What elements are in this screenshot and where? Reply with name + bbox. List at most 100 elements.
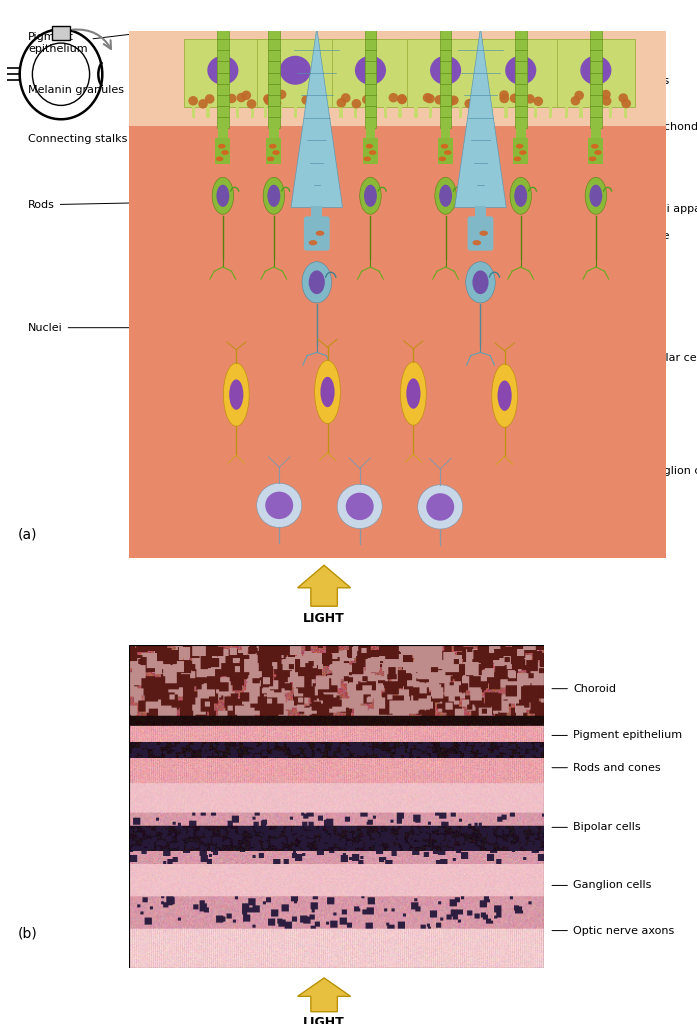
FancyArrowPatch shape xyxy=(72,30,111,49)
Bar xyxy=(595,104,597,118)
Bar xyxy=(383,104,387,118)
FancyBboxPatch shape xyxy=(557,39,634,108)
Circle shape xyxy=(427,494,454,520)
Text: (b): (b) xyxy=(17,927,37,941)
Ellipse shape xyxy=(595,151,602,155)
Circle shape xyxy=(533,96,543,106)
Bar xyxy=(192,104,195,118)
Circle shape xyxy=(241,90,251,100)
Circle shape xyxy=(425,94,435,103)
Text: Rods and cones: Rods and cones xyxy=(552,763,661,773)
Circle shape xyxy=(236,93,246,102)
Ellipse shape xyxy=(585,177,606,214)
Bar xyxy=(591,126,601,138)
Ellipse shape xyxy=(516,143,523,148)
Text: Melanin granules: Melanin granules xyxy=(28,85,140,95)
Ellipse shape xyxy=(439,184,452,207)
Polygon shape xyxy=(454,28,506,208)
Circle shape xyxy=(247,99,256,109)
Circle shape xyxy=(341,93,351,102)
Bar xyxy=(459,104,462,118)
Ellipse shape xyxy=(314,360,340,424)
Circle shape xyxy=(418,484,463,529)
Circle shape xyxy=(464,99,474,109)
Bar xyxy=(366,126,375,138)
Bar xyxy=(206,104,210,118)
Ellipse shape xyxy=(316,230,324,236)
Ellipse shape xyxy=(406,378,420,409)
Circle shape xyxy=(272,98,282,108)
Ellipse shape xyxy=(207,55,238,85)
Ellipse shape xyxy=(590,184,602,207)
Circle shape xyxy=(516,97,525,108)
Text: Ganglion cells: Ganglion cells xyxy=(552,881,651,891)
Circle shape xyxy=(227,94,236,103)
FancyBboxPatch shape xyxy=(515,28,527,128)
Circle shape xyxy=(571,96,581,105)
FancyBboxPatch shape xyxy=(438,138,453,164)
Circle shape xyxy=(337,484,382,528)
FancyBboxPatch shape xyxy=(440,28,452,128)
Circle shape xyxy=(263,94,273,103)
Ellipse shape xyxy=(369,151,376,155)
FancyBboxPatch shape xyxy=(266,138,282,164)
Circle shape xyxy=(525,94,535,103)
Bar xyxy=(473,104,477,118)
Text: Connecting stalks: Connecting stalks xyxy=(28,134,140,144)
Ellipse shape xyxy=(302,262,332,303)
Bar xyxy=(505,104,507,118)
Circle shape xyxy=(317,99,326,109)
Circle shape xyxy=(388,93,398,102)
Ellipse shape xyxy=(438,157,446,161)
Bar xyxy=(441,126,450,138)
Text: Cone: Cone xyxy=(546,230,670,241)
Ellipse shape xyxy=(480,230,488,236)
Circle shape xyxy=(301,95,311,104)
FancyBboxPatch shape xyxy=(590,28,602,128)
Ellipse shape xyxy=(263,177,284,214)
Circle shape xyxy=(264,96,274,105)
Circle shape xyxy=(337,98,346,108)
FancyBboxPatch shape xyxy=(332,39,409,108)
Ellipse shape xyxy=(473,270,489,294)
Circle shape xyxy=(445,97,455,106)
Ellipse shape xyxy=(229,380,243,410)
FancyArrow shape xyxy=(298,565,351,606)
FancyBboxPatch shape xyxy=(215,138,231,164)
Text: Pigment epithelium: Pigment epithelium xyxy=(552,730,682,740)
Circle shape xyxy=(574,91,584,100)
Circle shape xyxy=(499,90,509,99)
Circle shape xyxy=(188,96,198,105)
Circle shape xyxy=(594,92,604,101)
Bar xyxy=(129,31,666,126)
Text: Nuclei: Nuclei xyxy=(28,323,151,333)
Bar xyxy=(369,104,372,118)
Circle shape xyxy=(468,98,477,108)
Bar xyxy=(415,104,418,118)
Ellipse shape xyxy=(364,184,377,207)
FancyBboxPatch shape xyxy=(256,39,334,108)
Ellipse shape xyxy=(321,377,335,408)
Circle shape xyxy=(277,90,286,99)
FancyBboxPatch shape xyxy=(304,216,330,251)
Bar xyxy=(221,104,224,118)
Ellipse shape xyxy=(267,157,275,161)
Bar xyxy=(312,206,322,219)
Text: Optic nerve axons: Optic nerve axons xyxy=(552,926,674,936)
Ellipse shape xyxy=(581,55,611,85)
Ellipse shape xyxy=(466,262,496,303)
Ellipse shape xyxy=(430,55,461,85)
Ellipse shape xyxy=(269,143,277,148)
Text: LIGHT: LIGHT xyxy=(303,612,345,626)
Bar xyxy=(534,104,537,118)
Circle shape xyxy=(362,95,372,104)
Circle shape xyxy=(516,93,526,102)
Text: (a): (a) xyxy=(17,527,37,542)
Circle shape xyxy=(422,93,432,102)
FancyBboxPatch shape xyxy=(184,39,261,108)
Bar xyxy=(429,104,432,118)
Circle shape xyxy=(346,493,374,520)
Bar xyxy=(624,104,627,118)
Ellipse shape xyxy=(224,362,249,426)
Ellipse shape xyxy=(216,157,224,161)
